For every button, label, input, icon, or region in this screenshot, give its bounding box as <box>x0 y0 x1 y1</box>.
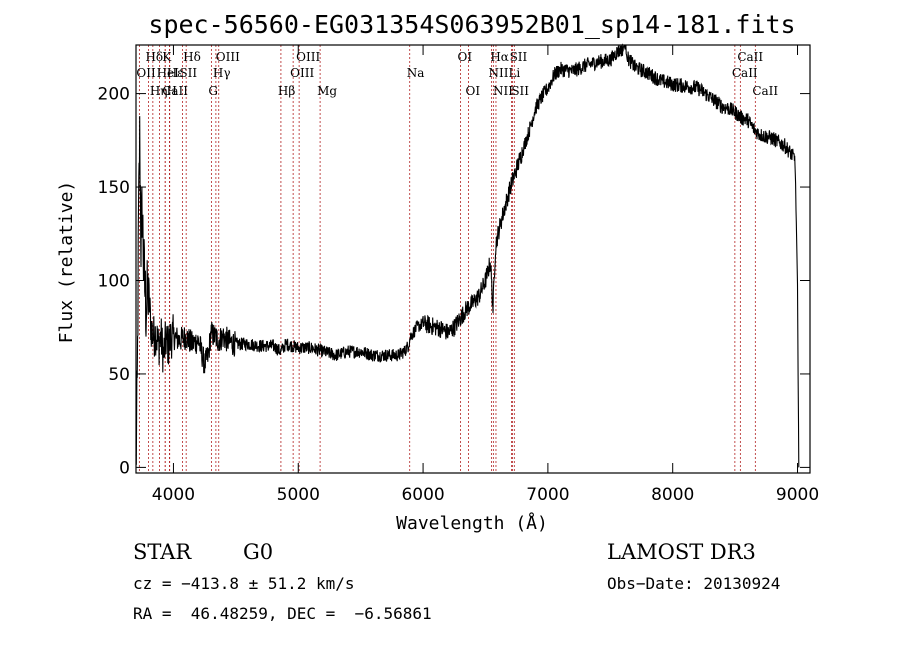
survey-name: LAMOST DR3 <box>607 540 756 564</box>
line-label-24: Li <box>508 66 520 80</box>
line-label-5: K <box>162 50 172 64</box>
line-label-21: NII <box>488 66 508 80</box>
line-label-17: Na <box>407 66 425 80</box>
line-label-14: OIII <box>296 50 320 64</box>
x-axis-label: Wavelength (Å) <box>396 512 548 534</box>
y-axis-ticks: 0 50 100 150 200 <box>98 85 810 478</box>
line-label-26: CaII <box>737 50 763 64</box>
line-label-27: CaII <box>732 66 758 80</box>
x-tick-label-0: 4000 <box>152 485 195 505</box>
y-tick-label-3: 150 <box>98 178 130 198</box>
x-tick-label-5: 9000 <box>776 485 819 505</box>
line-label-20: Hα <box>490 50 509 64</box>
line-label-1: CaII <box>162 84 188 98</box>
line-label-3: Hε <box>167 66 184 80</box>
line-label-4: Hη <box>150 84 168 98</box>
spectral-line-labels: OII CaII Hδ Hε Hη K HeI H Hδ SII OIII Hγ G Hβ OIII OIII… <box>136 50 778 98</box>
line-label-2: Hδ <box>183 50 201 64</box>
line-label-16: Mg <box>317 84 337 98</box>
line-label-28: CaII <box>752 84 778 98</box>
line-label-12: G <box>208 84 218 98</box>
chart-title: spec-56560-EG031354S063952B01_sp14-181.f… <box>148 10 795 39</box>
line-label-7: H <box>166 84 176 98</box>
line-label-19: OI <box>466 84 481 98</box>
observation-date: Obs−Date: 20130924 <box>607 574 781 593</box>
line-label-11: Hγ <box>213 66 231 80</box>
object-type: STAR <box>133 540 192 564</box>
spectral-line-markers <box>138 45 756 473</box>
line-label-22: NII <box>493 84 513 98</box>
plot-frame <box>135 44 811 474</box>
line-label-6: HeI <box>157 66 180 80</box>
x-axis-ticks: 4000 5000 6000 7000 8000 9000 <box>152 45 819 505</box>
y-tick-label-1: 50 <box>108 365 130 385</box>
y-tick-label-4: 200 <box>98 85 130 105</box>
x-tick-label-2: 6000 <box>401 485 444 505</box>
spectrum-line <box>135 43 800 468</box>
line-label-18: OI <box>458 50 473 64</box>
sky-coordinates: RA = 46.48259, DEC = −6.56861 <box>133 604 432 623</box>
line-label-25: SII <box>511 84 529 98</box>
line-label-13: Hβ <box>278 84 295 98</box>
redshift-cz: cz = −413.8 ± 51.2 km/s <box>133 574 355 593</box>
x-tick-label-4: 8000 <box>651 485 694 505</box>
y-tick-label-0: 0 <box>119 458 130 478</box>
line-label-23: SII <box>510 50 528 64</box>
x-tick-label-1: 5000 <box>277 485 320 505</box>
x-tick-label-3: 7000 <box>526 485 569 505</box>
line-label-0: OII <box>136 66 156 80</box>
object-subclass: G0 <box>243 540 274 564</box>
line-label-15: OIII <box>290 66 314 80</box>
y-tick-label-2: 100 <box>98 271 130 291</box>
line-label-8: Hδ <box>145 50 163 64</box>
y-axis-label: Flux (relative) <box>56 181 77 344</box>
line-label-10: OIII <box>216 50 240 64</box>
line-label-9: SII <box>179 66 197 80</box>
